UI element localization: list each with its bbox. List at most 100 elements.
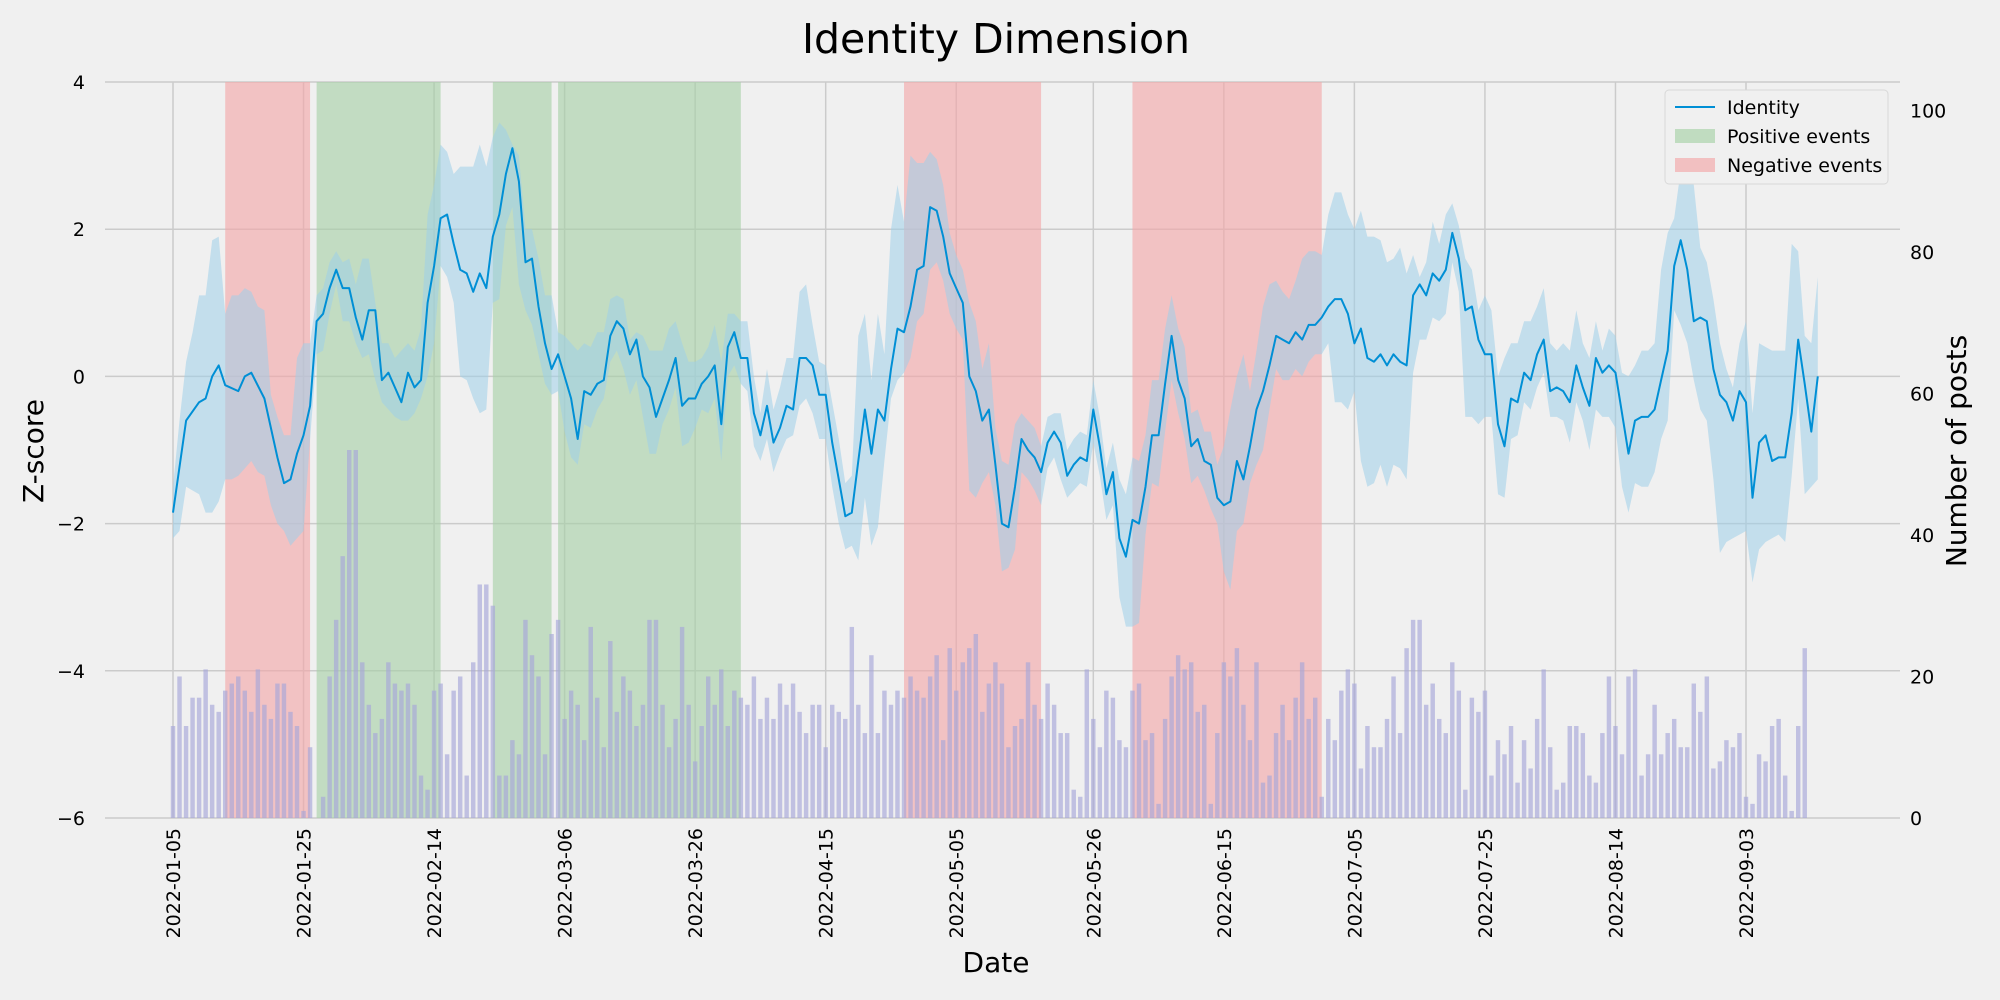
x-tick-label: 2022-01-25 <box>294 828 316 938</box>
post-count-bar <box>1078 796 1083 818</box>
post-count-bar <box>1286 740 1292 818</box>
y2-tick-label: 80 <box>1910 242 1934 264</box>
post-count-bar <box>523 619 528 818</box>
post-count-bar <box>1691 683 1697 818</box>
y-tick-label: −2 <box>57 514 85 536</box>
post-count-bar <box>1038 718 1044 818</box>
post-count-bar <box>1188 662 1194 818</box>
y-axis-ticks: −6 −4 −2 0 2 4 <box>57 72 85 830</box>
post-count-bar <box>1489 775 1494 818</box>
post-count-bar <box>784 704 789 818</box>
post-count-bar <box>268 718 274 818</box>
post-count-bar <box>1306 718 1311 818</box>
post-count-bar <box>575 704 580 818</box>
post-count-bar <box>490 605 496 818</box>
post-count-bar <box>1391 676 1396 818</box>
post-count-bar <box>471 662 476 818</box>
post-count-bar <box>901 697 907 818</box>
post-count-bar <box>621 676 626 818</box>
post-count-bar <box>614 711 620 818</box>
post-count-bar <box>536 676 541 818</box>
post-count-bar <box>301 810 306 818</box>
post-count-bar <box>242 690 248 818</box>
post-count-bar <box>360 662 365 818</box>
x-tick-label: 2022-01-05 <box>163 828 185 938</box>
x-tick-label: 2022-03-26 <box>685 828 707 938</box>
post-count-bar <box>595 697 600 818</box>
post-count-bar <box>236 676 241 818</box>
post-count-bar <box>914 690 920 818</box>
post-count-bar <box>921 697 926 818</box>
post-count-bar <box>1182 669 1187 818</box>
post-count-bar <box>1541 669 1546 818</box>
post-count-bar <box>431 690 437 818</box>
post-count-bar <box>1084 669 1089 818</box>
post-count-bar <box>758 718 763 818</box>
post-count-bar <box>1698 711 1703 818</box>
post-count-bar <box>1495 740 1501 818</box>
post-count-bar <box>1064 733 1070 818</box>
post-count-bar <box>660 704 665 818</box>
post-count-bar <box>503 775 509 818</box>
post-count-bar <box>1626 676 1631 818</box>
confidence-band <box>173 122 1818 627</box>
post-count-bar <box>1737 733 1742 818</box>
y-tick-label: −6 <box>57 808 85 830</box>
post-count-bar <box>1234 648 1240 818</box>
post-count-bar <box>843 718 848 818</box>
post-count-bar <box>1280 704 1285 818</box>
y2-tick-label: 40 <box>1910 525 1934 547</box>
post-count-bar <box>1704 676 1710 818</box>
post-count-bar <box>1260 782 1266 818</box>
post-count-bar <box>477 584 482 818</box>
post-count-bar <box>1032 704 1037 818</box>
post-count-bar <box>170 726 176 818</box>
x-tick-label: 2022-05-05 <box>946 828 968 938</box>
post-count-bar <box>1482 690 1488 818</box>
post-count-bar <box>451 690 456 818</box>
y2-tick-label: 0 <box>1910 808 1922 830</box>
post-count-bar <box>940 740 946 818</box>
post-count-bar <box>751 676 757 818</box>
chart-title: Identity Dimension <box>802 15 1190 63</box>
post-count-bar <box>980 711 985 818</box>
post-count-bar <box>373 733 378 818</box>
post-count-bar <box>1117 740 1122 818</box>
post-count-bar <box>1365 726 1370 818</box>
post-count-bar <box>823 747 828 818</box>
post-count-bar <box>1437 718 1442 818</box>
post-count-bar <box>1247 740 1253 818</box>
post-count-bar <box>1645 754 1651 818</box>
post-count-bar <box>1345 669 1351 818</box>
post-count-bar <box>1058 733 1063 818</box>
post-count-bar <box>177 676 182 818</box>
post-count-bar <box>1313 697 1318 818</box>
post-count-bar <box>608 641 613 818</box>
post-count-bar <box>1156 803 1161 818</box>
post-count-bar <box>222 690 228 818</box>
post-count-bar <box>438 683 443 818</box>
post-count-bar <box>484 584 489 818</box>
post-count-bar <box>1423 704 1429 818</box>
post-count-bar <box>967 648 972 818</box>
post-count-bar <box>529 655 535 818</box>
post-count-bar <box>1326 718 1331 818</box>
post-count-bar <box>333 619 339 818</box>
post-count-bar <box>1195 711 1200 818</box>
post-count-bar <box>725 726 731 818</box>
post-count-bar <box>405 683 411 818</box>
post-count-bar <box>1574 726 1579 818</box>
post-count-bar <box>1665 733 1670 818</box>
post-count-bar <box>1143 740 1148 818</box>
post-count-bar <box>993 662 998 818</box>
post-count-bar <box>1215 733 1220 818</box>
post-count-bar <box>810 704 815 818</box>
post-count-bar <box>1508 726 1514 818</box>
post-count-bar <box>1339 690 1344 818</box>
post-count-bar <box>1469 697 1475 818</box>
post-count-bar <box>1293 697 1298 818</box>
post-count-bar <box>934 655 939 818</box>
post-count-bar <box>1685 747 1690 818</box>
post-count-bar <box>1175 655 1181 818</box>
post-count-bar <box>1273 733 1279 818</box>
